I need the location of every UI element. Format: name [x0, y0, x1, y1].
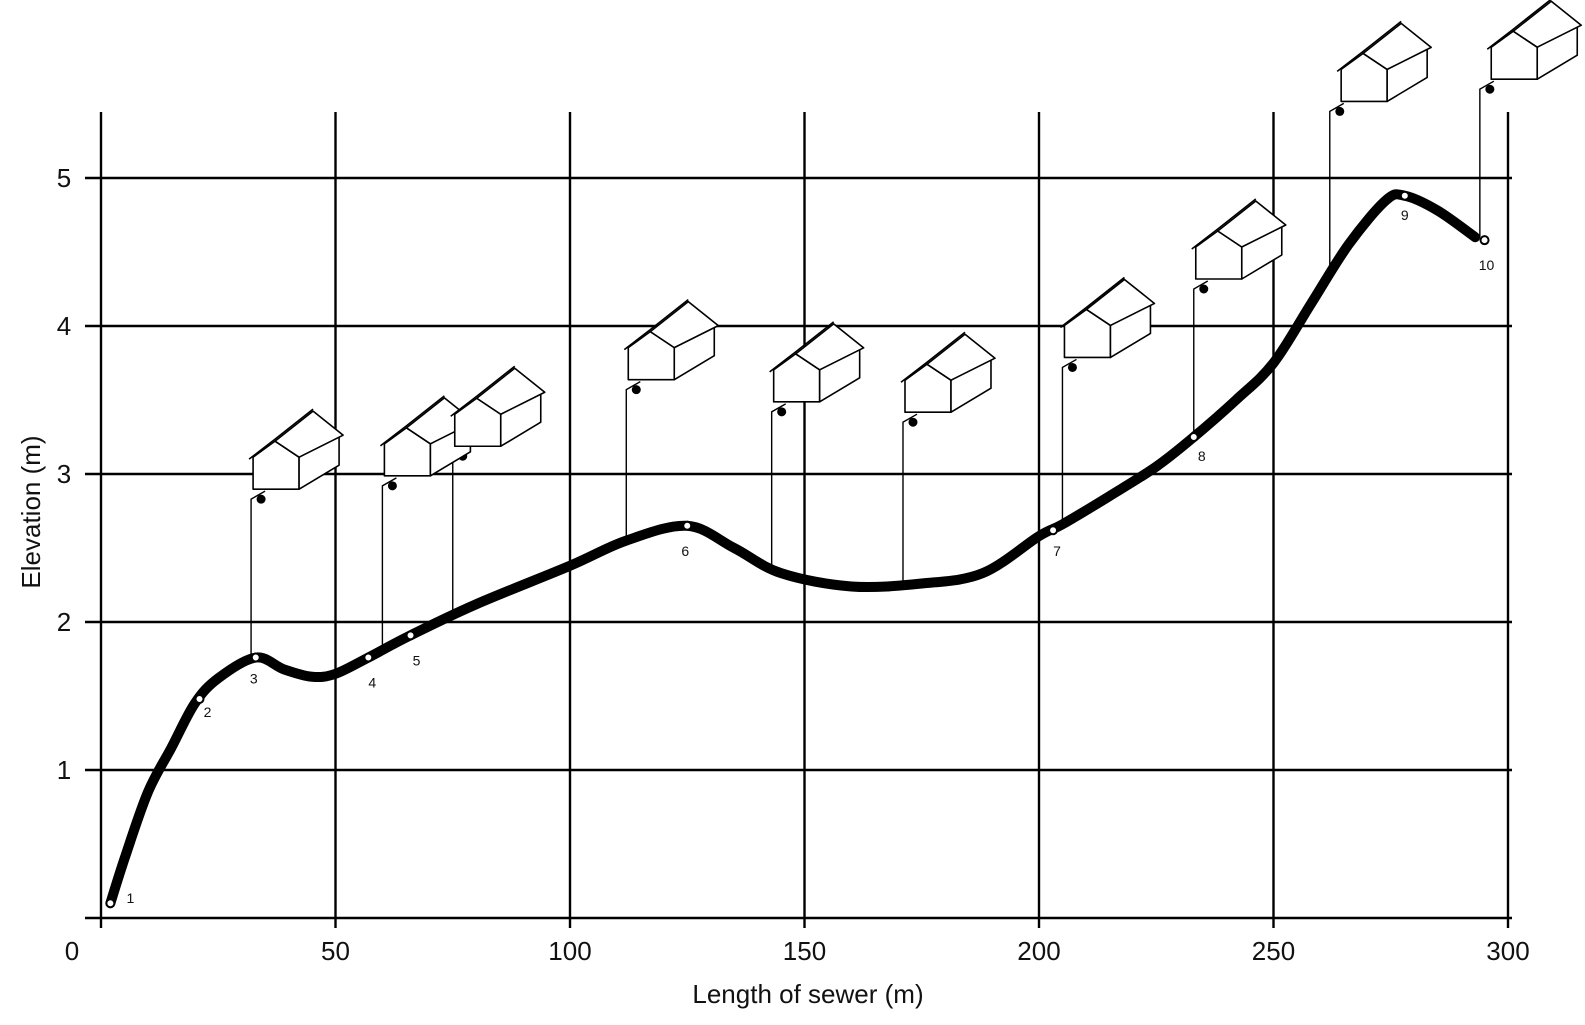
x-tick-labels: 0 50 100 150 200 250 300	[65, 936, 1530, 966]
x-tick-label: 300	[1486, 936, 1529, 966]
x-tick-label: 100	[548, 936, 591, 966]
manhole-8	[1188, 432, 1199, 442]
manhole-10	[1479, 235, 1490, 246]
house-connection-pipe	[250, 490, 266, 661]
manhole-2	[194, 693, 205, 704]
house-inlet-dot	[256, 494, 266, 504]
manhole-6	[682, 520, 693, 531]
y-tick-label: 4	[57, 311, 71, 341]
manhole-label: 2	[204, 704, 212, 720]
house-inlet-dot	[777, 407, 787, 417]
house-inlet-dot	[1335, 106, 1345, 116]
x-axis-label: Length of sewer (m)	[692, 979, 923, 1009]
y-tick-labels: 1 2 3 4 5	[57, 163, 71, 785]
manhole-label: 1	[126, 890, 134, 906]
house-connection-pipe	[1479, 80, 1495, 238]
house-icon	[1486, 0, 1583, 80]
manhole-7	[1048, 525, 1059, 536]
house-connection-pipe	[902, 413, 918, 585]
house-inlet-dot	[1485, 84, 1495, 94]
x-tick-label: 200	[1017, 936, 1060, 966]
manhole-4	[363, 652, 374, 663]
y-tick-label: 3	[57, 459, 71, 489]
x-tick-label: 250	[1252, 936, 1295, 966]
house-icon	[623, 299, 720, 381]
manhole-label: 9	[1401, 207, 1409, 223]
house-icon	[1059, 276, 1156, 359]
house-connection-pipe	[381, 477, 397, 651]
manhole-label: 6	[681, 543, 689, 559]
manhole-label: 4	[368, 675, 376, 691]
house-connection-pipe	[770, 403, 787, 569]
house-connection-pipe	[625, 381, 641, 541]
manhole-label: 3	[250, 671, 258, 687]
house-connection-pipe	[1061, 358, 1077, 525]
house-icon	[379, 395, 476, 477]
manhole-5	[405, 630, 416, 641]
house-connection-pipe	[1193, 280, 1209, 437]
manhole-label: 8	[1198, 448, 1206, 464]
manholes: 1 2 3 4 5 6 7 8 9 10	[105, 190, 1495, 909]
grid	[85, 112, 1512, 928]
manhole-1	[105, 898, 116, 909]
x-tick-label: 0	[65, 936, 79, 966]
sewer-line	[105, 189, 1481, 909]
manhole-label: 7	[1053, 543, 1061, 559]
y-tick-label: 5	[57, 163, 71, 193]
manhole-9	[1399, 190, 1410, 201]
y-tick-label: 2	[57, 607, 71, 637]
house-connection-pipe	[1329, 102, 1345, 275]
house-icon	[248, 408, 344, 490]
manhole-3	[250, 652, 261, 663]
house-connections	[250, 80, 1495, 661]
houses	[248, 0, 1583, 490]
house-icon	[769, 321, 865, 403]
house-icon	[1191, 198, 1287, 280]
house-inlet-dot	[1199, 284, 1209, 294]
y-tick-label: 1	[57, 755, 71, 785]
house-icon	[450, 365, 546, 448]
house-inlet-dot	[1067, 362, 1077, 372]
y-axis-label: Elevation (m)	[16, 435, 46, 588]
x-tick-label: 50	[321, 936, 350, 966]
house-inlet-dot	[387, 481, 397, 491]
house-inlet-dot	[908, 417, 918, 427]
house-icon	[1336, 20, 1432, 103]
manhole-label: 5	[413, 652, 421, 668]
manhole-label: 10	[1479, 257, 1495, 273]
house-icon	[900, 331, 996, 414]
x-tick-label: 150	[783, 936, 826, 966]
house-inlet-dot	[631, 385, 641, 395]
